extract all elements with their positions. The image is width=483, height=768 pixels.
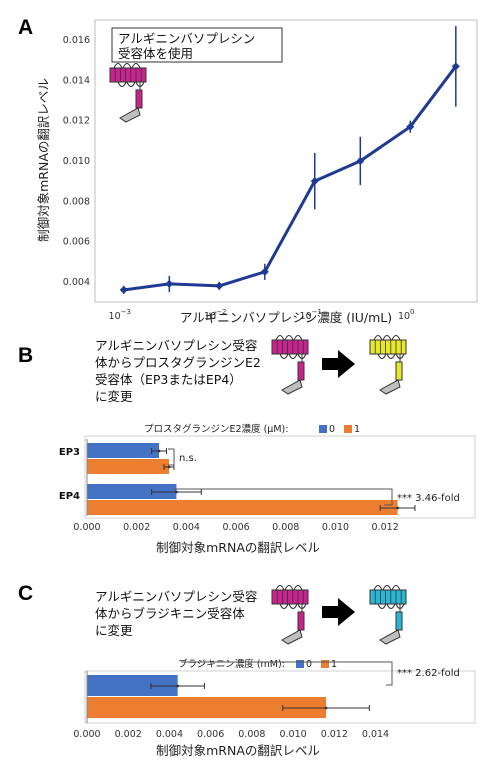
panel-a-data-point [260,267,269,276]
panel-a-y-tick-label: 0.008 [63,196,90,207]
arrow-right-icon [322,598,355,626]
av-receptor-icon [271,584,309,645]
panel-c-mean-dot [176,684,180,688]
panel-c-x-tick-label: 0.004 [156,729,183,740]
panel-b-plot-frame [84,435,476,519]
panel-b-mean-dot [157,449,161,453]
panel-a-y-tick-label: 0.016 [63,35,90,46]
panel-a-plot-frame [94,19,478,303]
bradykinin-receptor-icon [369,584,407,645]
panel-c-x-tick-label: 0.000 [73,729,100,740]
panel-b-bars [86,439,416,516]
panel-b-x-tick-label: 0.002 [123,522,150,533]
panel-c-caption-line-3: に変更 [95,623,133,638]
ep-receptor-icon [369,334,407,395]
panel-a-points [119,62,460,294]
panel-c-caption-line-1: アルギニンバソプレシン受容 [95,589,257,604]
av-receptor-icon [109,62,147,123]
panel-a-data-point [215,281,224,290]
panel-b-caption-line-1: アルギニンバソプレシン受容 [95,338,257,353]
panel-c-x-tick-label: 0.012 [321,729,348,740]
panel-a-x-tick-label: 10−3 [109,308,131,322]
panel-b-bar-series-1 [87,500,398,515]
panel-b-caption-line-3: 受容体（EP3またはEP4） [95,372,242,387]
panel-c-x-tick-label: 0.014 [362,729,389,740]
panel-c-bars [86,671,370,723]
panel-b-category-ep3: EP3 [59,447,80,458]
panel-b-legend-label-1: 1 [354,424,360,435]
panel-c-x-tick-label: 0.008 [238,729,265,740]
panel-c-legend-swatch-1 [321,660,329,668]
panel-b-x-tick-label: 0.000 [73,522,100,533]
panel-a-data-point [165,279,174,288]
panel-a-data-point [310,177,319,186]
panel-b-annotation-fold: *** 3.46-fold [397,493,460,504]
panel-c-bar-series-1 [87,697,327,718]
panel-b-caption-line-4: に変更 [95,389,133,404]
panel-b-x-tick-label: 0.008 [272,522,299,533]
panel-c-bracket [181,661,393,686]
panel-b-legend-swatch-0 [319,425,327,433]
panel-a-series-line [123,65,457,292]
panel-c-plot-frame [84,670,476,724]
panel-b-x-tick-label: 0.004 [173,522,200,533]
panel-a-data-point [119,285,128,294]
panel-a-letter: A [18,16,33,39]
panel-b-mean-dot [167,465,171,469]
panel-b-annotation-ns: n.s. [179,453,197,464]
panel-b-x-tick-label: 0.006 [222,522,249,533]
panel-c-x-tick-label: 0.002 [115,729,142,740]
panel-c-x-axis-label: 制御対象mRNAの翻訳レベル [156,743,320,758]
panel-a-y-tick-label: 0.014 [63,75,90,86]
panel-c-legend-title: ブラジキニン濃度 (mM): [178,658,285,670]
panel-a-y-tick-label: 0.006 [63,237,90,248]
panel-b-mean-dot [396,506,399,510]
panel-b-letter: B [18,344,33,367]
panel-a-x-ticks: 10−3 10−2 10−1 100 [109,308,415,322]
panel-b-legend-label-0: 0 [329,424,335,435]
panel-b-bar-series-1 [87,459,169,474]
panel-b-bar-series-0 [87,443,160,458]
panel-b-legend-title: プロスタグランジンE2濃度 (μM): [144,423,288,435]
panel-a-data-point [356,157,365,165]
panel-b-x-tick-label: 0.012 [372,522,399,533]
panel-c-mean-dot [324,706,328,710]
panel-c-letter: C [18,582,33,605]
panel-b-mean-dot [175,490,178,494]
panel-a-y-tick-label: 0.012 [63,116,90,127]
panel-a-caption-line-1: アルギニンバソプレシン [118,31,255,46]
panel-a-x-axis-label: アルギニンバソプレシン濃度 (IU/mL) [180,310,392,325]
panel-c-x-tick-label: 0.010 [279,729,306,740]
panel-b-category-ep4: EP4 [59,491,80,502]
panel-b-x-ticks: 0.000 0.002 0.004 0.006 0.008 0.010 0.012 [73,522,398,533]
panel-a-data-point [451,62,460,71]
panel-b-x-tick-label: 0.010 [322,522,349,533]
panel-b-bar-series-0 [87,484,177,499]
panel-a-y-tick-label: 0.004 [63,277,90,288]
panel-b-bracket-ep4 [174,488,393,506]
panel-a-y-axis-label: 制御対象mRNAの翻訳レベル [36,78,51,242]
panel-a-caption-box [111,27,283,63]
av-receptor-icon [271,334,309,395]
panel-a-y-tick-label: 0.010 [63,156,90,167]
panel-a-caption-line-2: 受容体を使用 [118,46,193,61]
panel-c-legend-label-0: 0 [306,659,312,670]
panel-a-x-tick-label: 100 [398,308,415,322]
panel-c-x-tick-label: 0.006 [197,729,224,740]
panel-a-error-bars [122,26,457,294]
arrow-right-icon [322,350,355,378]
panel-b-legend-swatch-1 [344,425,352,433]
panel-b-bracket-ep3 [168,448,175,466]
panel-c-annotation-fold: *** 2.62-fold [397,668,460,679]
panel-b-x-axis-label: 制御対象mRNAの翻訳レベル [156,540,320,555]
panel-a-y-ticks: 0.004 0.006 0.008 0.010 0.012 0.014 0.016 [63,35,90,288]
panel-a-data-point [406,122,415,131]
panel-c-legend-swatch-0 [296,660,304,668]
panel-c-bar-series-0 [87,675,178,696]
panel-c-legend-label-1: 1 [331,659,337,670]
panel-c-caption-line-2: 体からブラジキニン受容体 [95,606,245,621]
panel-c-x-ticks: 0.000 0.002 0.004 0.006 0.008 0.010 0.012 0.014 [73,729,389,740]
panel-b-caption-line-2: 体からプロスタグランジンE2 [95,355,261,370]
